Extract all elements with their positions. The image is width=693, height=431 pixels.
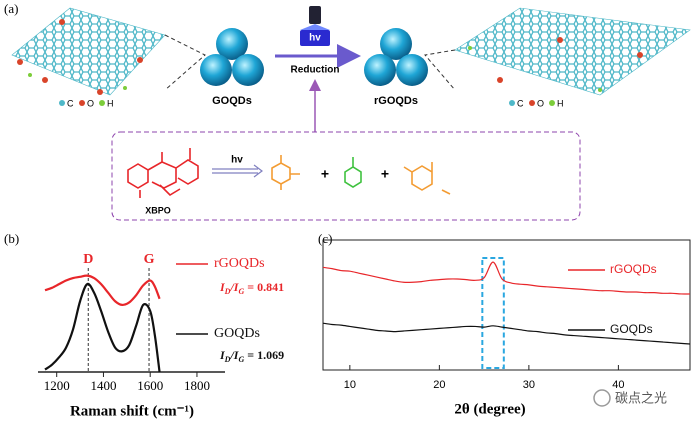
legend-text: O [537,98,544,108]
series-line [322,322,691,345]
panel-label: (a) [4,1,18,16]
highlight-box [481,257,505,369]
lamp [300,6,330,46]
legend-text: H [107,98,114,108]
lamp-label: hv [309,33,321,44]
plot-frame [322,239,691,371]
panel-label: (b) [4,231,19,246]
panel-label: (c) [318,231,332,246]
label: XBPO [145,205,171,215]
ratio-label: ID/IG = 0.841 [219,280,284,297]
ratio-part: D [224,355,231,364]
watermark-text: 碳点之光 [615,390,667,405]
x-tick-label: 20 [433,379,445,391]
peak-label: D [83,252,93,267]
plus: + [381,166,389,182]
x-axis-label: 2θ (degree) [454,401,525,417]
x-tick-label: 1800 [184,378,210,393]
legend-text: C [517,98,524,108]
ratio-label: ID/IG = 1.069 [219,348,284,365]
arrow [212,164,263,178]
x-tick-label: 30 [523,379,535,391]
ratio-part: = 1.069 [244,348,284,362]
arrow-label: hv [231,155,243,166]
series-line [44,282,161,373]
ratio-part: /I [229,280,239,294]
ratio-part: /I [229,348,239,362]
x-tick-label: 1200 [44,378,70,393]
legend-text: rGOQDs [214,256,265,271]
ratio-part: = 0.841 [244,280,284,294]
ratio-part: D [224,287,231,296]
plus: + [321,166,329,182]
connector [164,34,456,91]
legend-text: GOQDs [214,326,260,341]
reaction-box [111,131,581,221]
ratio-part: I [219,348,226,362]
label: GOQDs [212,95,252,107]
x-tick-label: 40 [612,379,624,391]
arrow-label: Reduction [291,65,340,76]
legend-text: O [87,98,94,108]
c-o-h-legend: C O H C O H [59,98,564,108]
legend-text: H [557,98,564,108]
series-line [322,261,691,295]
legend-text: rGOQDs [610,262,657,276]
watermark: 碳点之光 [593,389,667,407]
x-tick-label: 10 [344,379,356,391]
legend-text: GOQDs [610,322,653,336]
x-axis-label: Raman shift (cm⁻¹) [70,403,194,419]
legend-text: C [67,98,74,108]
x-tick-label: 1400 [90,378,116,393]
ratio-part: G [238,355,244,364]
x-tick-label: 1600 [137,378,163,393]
series-line [44,274,161,307]
ratio-part: I [219,280,226,294]
molecules [127,148,451,198]
label: rGOQDs [374,95,418,107]
ratio-part: G [238,287,244,296]
graphene-sheet [454,7,691,96]
quantum-dots [200,28,428,86]
graphene-sheet [11,7,166,96]
peak-label: G [144,252,155,267]
